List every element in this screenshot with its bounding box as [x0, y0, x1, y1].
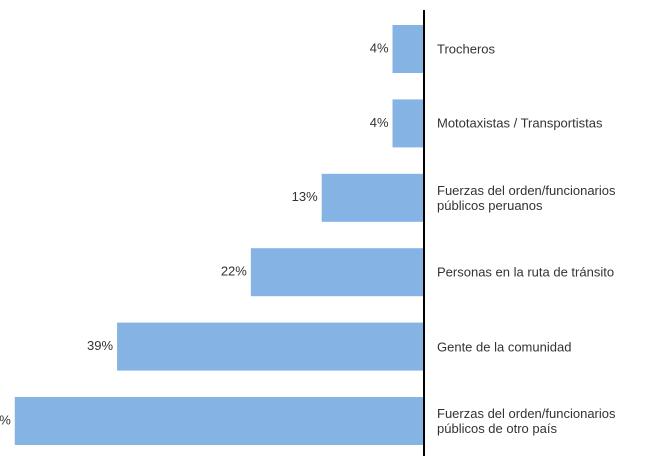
bar: [321, 173, 424, 222]
category-label: Fuerzas del orden/funcionarios públicos …: [437, 406, 616, 436]
bar: [392, 99, 424, 148]
category-label: Fuerzas del orden/funcionarios públicos …: [437, 182, 616, 213]
value-label: 4%: [370, 40, 389, 55]
category-label: Mototaxistas / Transportistas: [437, 115, 603, 131]
value-label: 13%: [292, 189, 318, 204]
bar: [392, 25, 424, 73]
bar: [117, 322, 424, 371]
value-label: 39%: [87, 338, 113, 353]
category-label: Personas en la ruta de tránsito: [437, 264, 615, 280]
value-label: 52%: [0, 412, 11, 427]
category-label: Gente de la comunidad: [437, 339, 572, 355]
bar: [14, 397, 424, 445]
category-label: Trocheros: [437, 41, 496, 57]
value-label: 22%: [221, 264, 247, 279]
bar: [250, 248, 424, 297]
value-label: 4%: [370, 115, 389, 130]
